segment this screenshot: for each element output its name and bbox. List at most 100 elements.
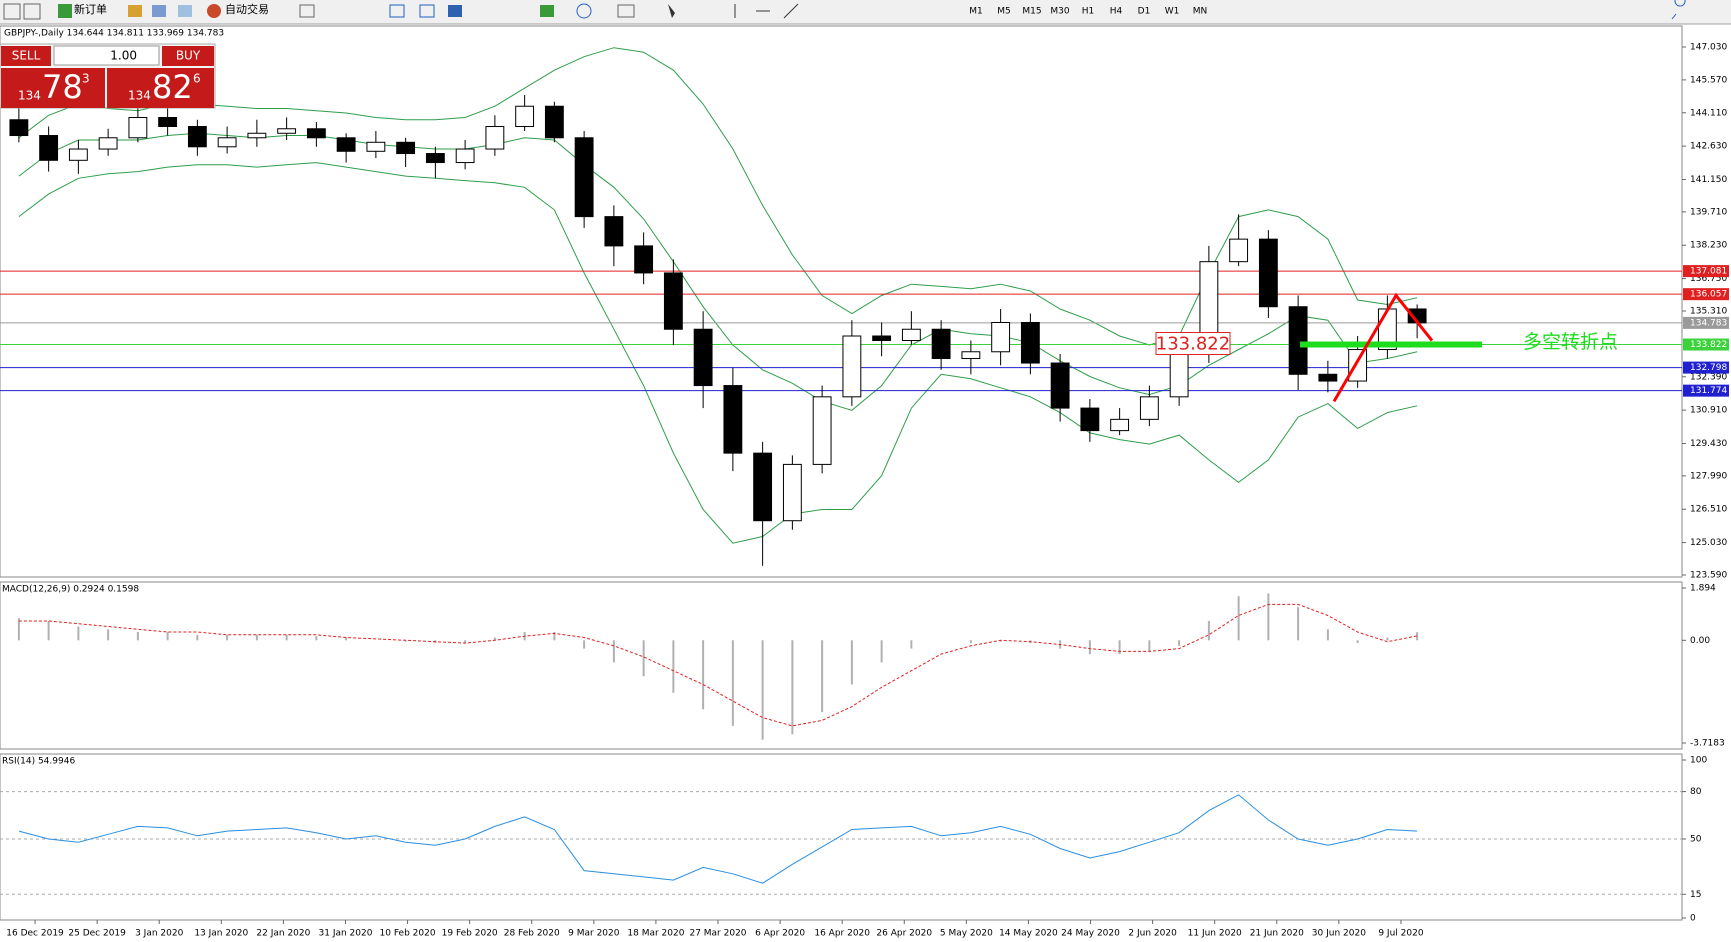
lot-value[interactable]: 1.00 (110, 49, 137, 63)
candle-body (604, 216, 624, 247)
tool-icon[interactable] (540, 5, 554, 17)
tool-icon[interactable] (3, 3, 21, 20)
buy-price-sup[interactable]: 6 (193, 72, 201, 86)
sell-price-box[interactable] (1, 68, 105, 108)
search-icon[interactable] (1671, 0, 1686, 20)
price-level-label: 131.774 (1690, 386, 1727, 396)
tool-icon[interactable] (128, 5, 142, 17)
x-tick-label: 27 Mar 2020 (689, 929, 746, 939)
candle-body (455, 148, 475, 164)
y-tick-label: 139.710 (1690, 207, 1727, 217)
y-tick-label: 125.030 (1690, 538, 1727, 548)
timeframe-button[interactable]: W1 (1165, 7, 1180, 17)
macd-label: MACD(12,26,9) 0.2924 0.1598 (2, 585, 139, 595)
buy-price-box[interactable] (107, 68, 214, 108)
candle-body (277, 128, 297, 134)
timeframe-button[interactable]: MN (1193, 7, 1208, 17)
cursor-tool[interactable] (668, 4, 675, 18)
rsi-panel (0, 753, 1683, 921)
buy-text[interactable]: BUY (176, 49, 201, 63)
x-tick-label: 22 Jan 2020 (256, 929, 310, 939)
trend-tool[interactable] (783, 3, 799, 19)
annotation-price: 133.822 (1156, 334, 1230, 355)
sell-text[interactable]: SELL (12, 49, 41, 63)
auto-trade-icon[interactable] (207, 4, 221, 18)
candle-body (1020, 321, 1040, 364)
buy-price-main[interactable]: 82 (152, 68, 193, 106)
x-tick-label: 13 Jan 2020 (194, 929, 248, 939)
x-tick-label: 14 May 2020 (999, 929, 1058, 939)
candle-body (812, 396, 832, 465)
tool-icon[interactable] (178, 5, 192, 17)
y-tick-label: 147.030 (1690, 43, 1727, 53)
arrow-drawing (1332, 292, 1434, 403)
candle-body (1139, 396, 1159, 420)
new-order-icon[interactable] (58, 4, 72, 18)
main-panel (0, 25, 1683, 578)
macd-signal (18, 603, 1418, 727)
tool-icon[interactable] (152, 5, 166, 17)
sell-price-sup[interactable]: 3 (82, 72, 90, 86)
plot: 147.030 145.570 144.110 142.630 141.150 139.7… (0, 43, 1729, 939)
y-tick-label: 141.150 (1690, 175, 1727, 185)
annotation-text: 多空转折点 (1523, 331, 1618, 353)
tool-icon[interactable] (419, 4, 435, 18)
rsi-tick-label: 100 (1690, 756, 1707, 766)
chart-title: GBPJPY-,Daily 134.644 134.811 133.969 13… (4, 29, 224, 39)
candle-body (1110, 418, 1130, 432)
y-tick-label: 123.590 (1690, 571, 1727, 581)
timeframe-button[interactable]: M30 (1050, 7, 1069, 17)
price-level-label: 133.822 (1690, 340, 1727, 350)
rsi-tick-label: 50 (1690, 835, 1702, 845)
candle-body (872, 335, 892, 342)
sell-button[interactable] (1, 46, 51, 66)
x-tick-label: 5 May 2020 (940, 929, 993, 939)
price-level-tag (1683, 338, 1729, 351)
candle-body (485, 126, 505, 150)
buy-button[interactable] (162, 46, 214, 66)
price-level-tag (1683, 265, 1729, 278)
price-level-tag (1683, 384, 1729, 397)
x-tick-label: 24 May 2020 (1061, 929, 1120, 939)
candle-body (1348, 349, 1368, 382)
timeframe-button[interactable]: M1 (969, 7, 983, 17)
sell-price-main[interactable]: 78 (42, 68, 83, 106)
candle-body (1050, 362, 1070, 409)
bollinger-upper (18, 47, 1418, 346)
candle-body (425, 153, 445, 164)
buy-price-big[interactable]: 134 (128, 89, 151, 103)
one-click-trading: SELL 1.00 BUY 134 78 3 134 82 6 (0, 43, 216, 109)
candle-body (187, 126, 207, 148)
candle-body (128, 117, 148, 139)
timeframe-button[interactable]: M15 (1022, 7, 1041, 17)
new-order-button[interactable]: 新订单 (74, 2, 107, 16)
timeframe-button[interactable]: D1 (1138, 7, 1151, 17)
candle-body (1229, 238, 1249, 263)
y-tick-label: 129.430 (1690, 439, 1727, 449)
candle-body (1080, 407, 1100, 432)
timeframe-button[interactable]: H1 (1082, 7, 1095, 17)
tool-icon[interactable] (299, 4, 315, 18)
lot-input[interactable] (53, 45, 160, 66)
x-tick-label: 16 Dec 2019 (6, 929, 64, 939)
y-tick-label: 142.630 (1690, 142, 1727, 152)
timeframe-button[interactable]: H4 (1110, 7, 1123, 17)
tool-icon[interactable] (23, 3, 41, 20)
y-tick-label: 130.910 (1690, 406, 1727, 416)
macd-tick-label: 0.00 (1690, 636, 1710, 646)
x-tick-label: 18 Mar 2020 (627, 929, 684, 939)
tool-icon[interactable] (389, 4, 405, 18)
sell-price-big[interactable]: 134 (18, 89, 41, 103)
auto-trade-button[interactable]: 自动交易 (225, 2, 269, 16)
x-tick-label: 31 Jan 2020 (319, 929, 373, 939)
candle-body (663, 272, 683, 330)
candle-body (693, 328, 713, 387)
rsi-tick-label: 0 (1690, 914, 1696, 924)
candle-body (158, 117, 178, 128)
candle-body (306, 128, 326, 139)
tool-icon[interactable] (617, 4, 635, 18)
candle-body (1258, 238, 1278, 308)
timeframe-button[interactable]: M5 (997, 7, 1011, 17)
tool-icon[interactable] (576, 3, 592, 19)
tool-icon[interactable] (448, 5, 462, 17)
